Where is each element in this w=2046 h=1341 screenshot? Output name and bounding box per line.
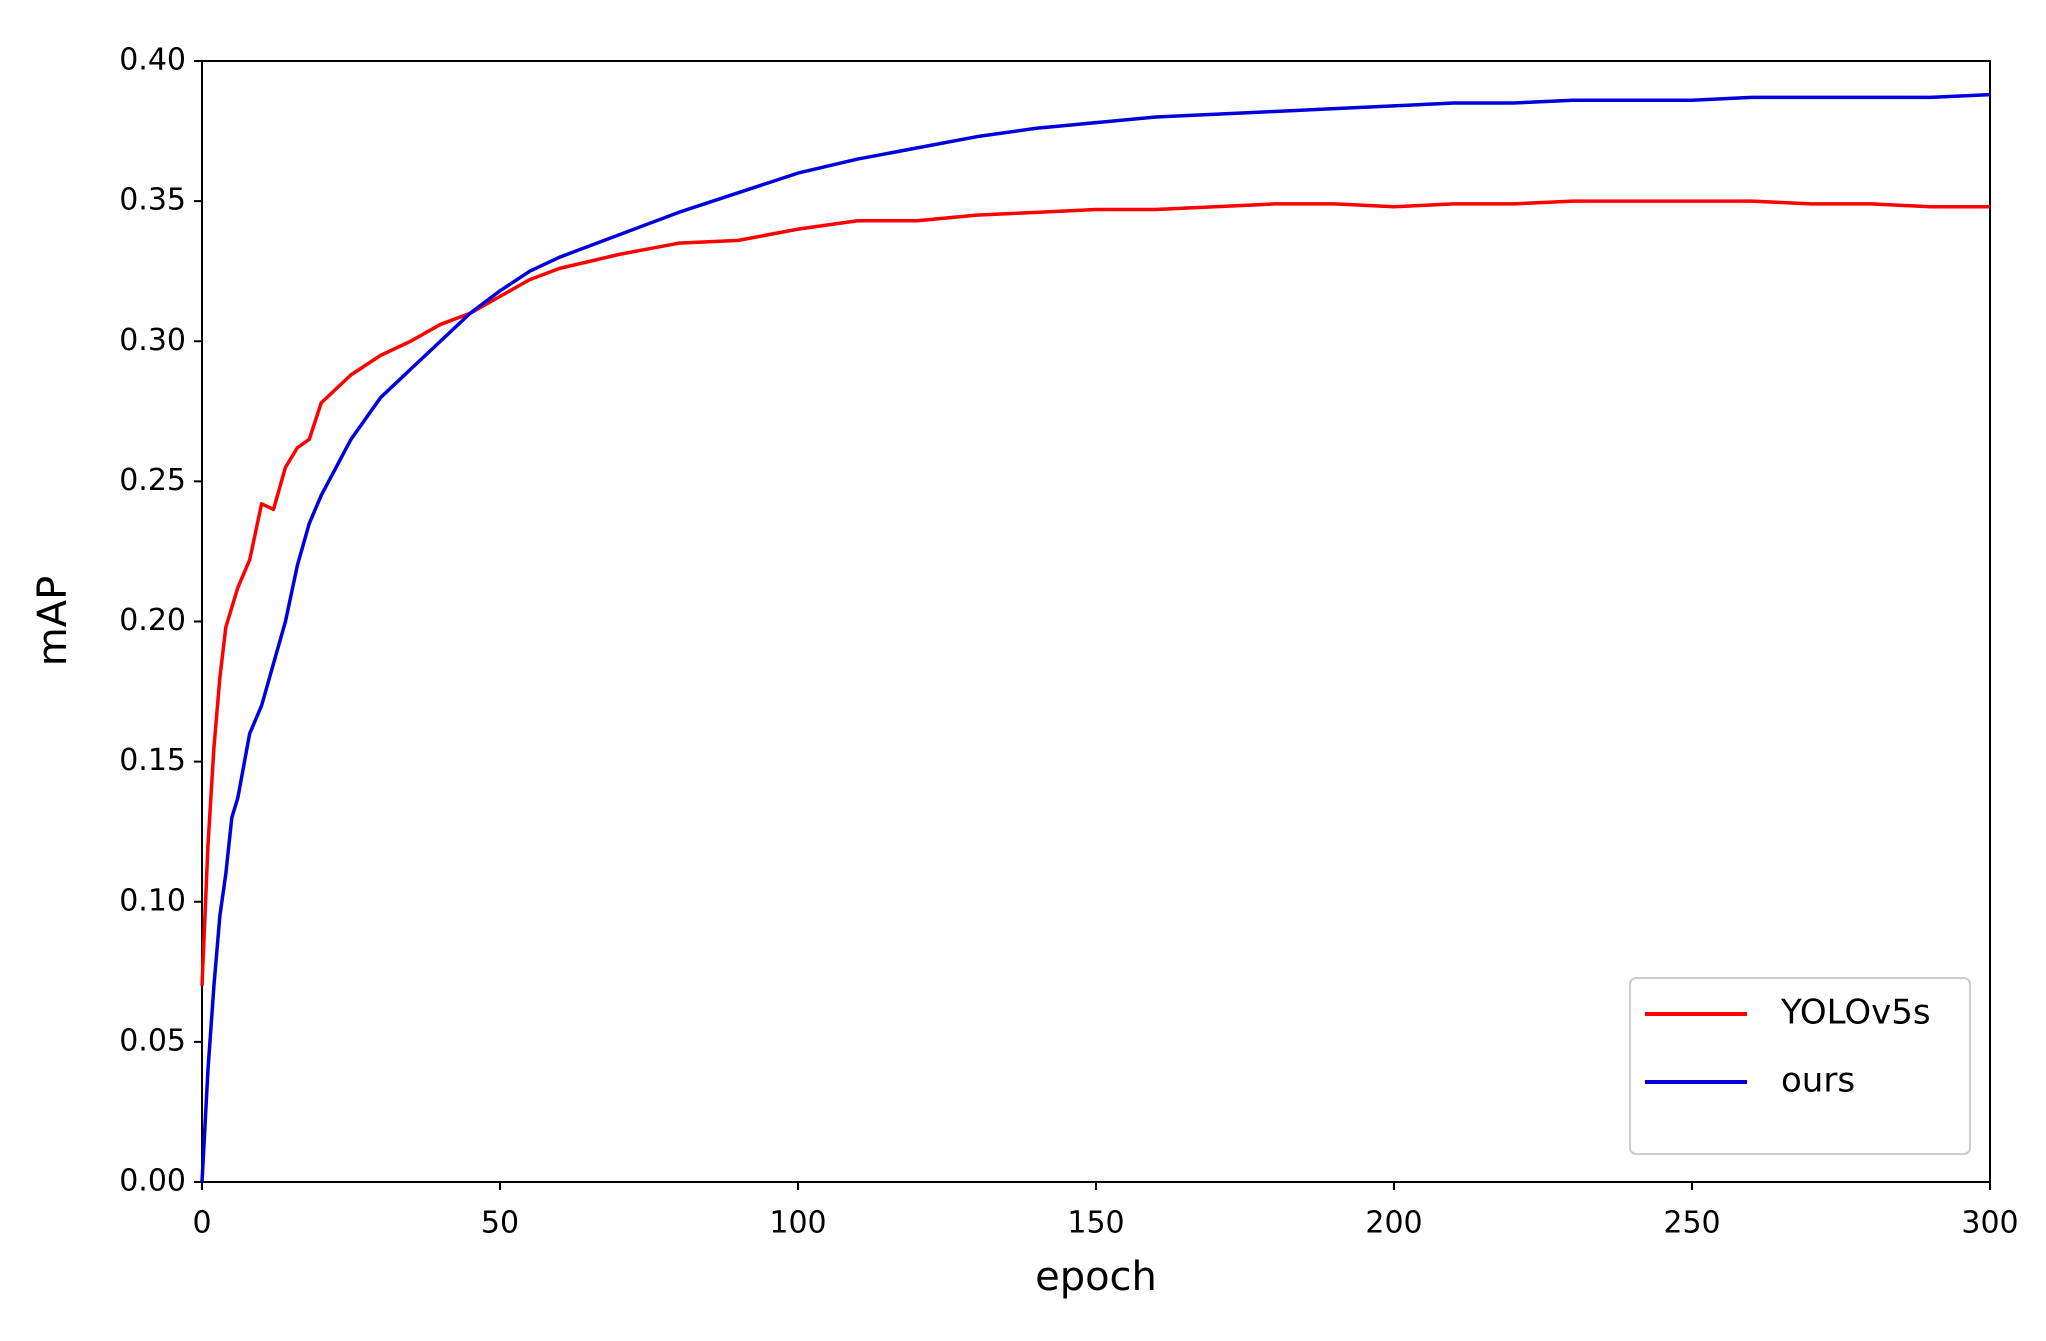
y-tick-label: 0.05 — [119, 1023, 186, 1058]
x-tick-label: 300 — [1961, 1206, 2018, 1241]
legend-box — [1629, 977, 1971, 1155]
series-line — [200, 92, 1991, 1183]
y-tick-label: 0.15 — [119, 743, 186, 778]
x-tick-label: 250 — [1663, 1206, 1720, 1241]
x-tick-label: 150 — [1067, 1206, 1124, 1241]
y-tick-label: 0.20 — [119, 603, 186, 638]
y-tick-label: 0.35 — [119, 183, 186, 218]
y-tick-label: 0.10 — [119, 883, 186, 918]
x-tick-label: 100 — [769, 1206, 826, 1241]
x-tick-label: 200 — [1365, 1206, 1422, 1241]
legend-label: YOLOv5s — [1780, 993, 1931, 1033]
x-axis-label: epoch — [1035, 1254, 1157, 1300]
x-tick-label: 50 — [481, 1206, 519, 1241]
y-axis-label: mAP — [30, 576, 76, 666]
legend-label: ours — [1781, 1061, 1855, 1101]
y-tick-label: 0.30 — [119, 323, 186, 358]
y-tick-label: 0.00 — [119, 1164, 186, 1199]
y-tick-label: 0.40 — [119, 43, 186, 78]
x-tick-label: 0 — [192, 1206, 211, 1241]
series-line — [200, 199, 1990, 986]
y-tick-label: 0.25 — [119, 463, 186, 498]
